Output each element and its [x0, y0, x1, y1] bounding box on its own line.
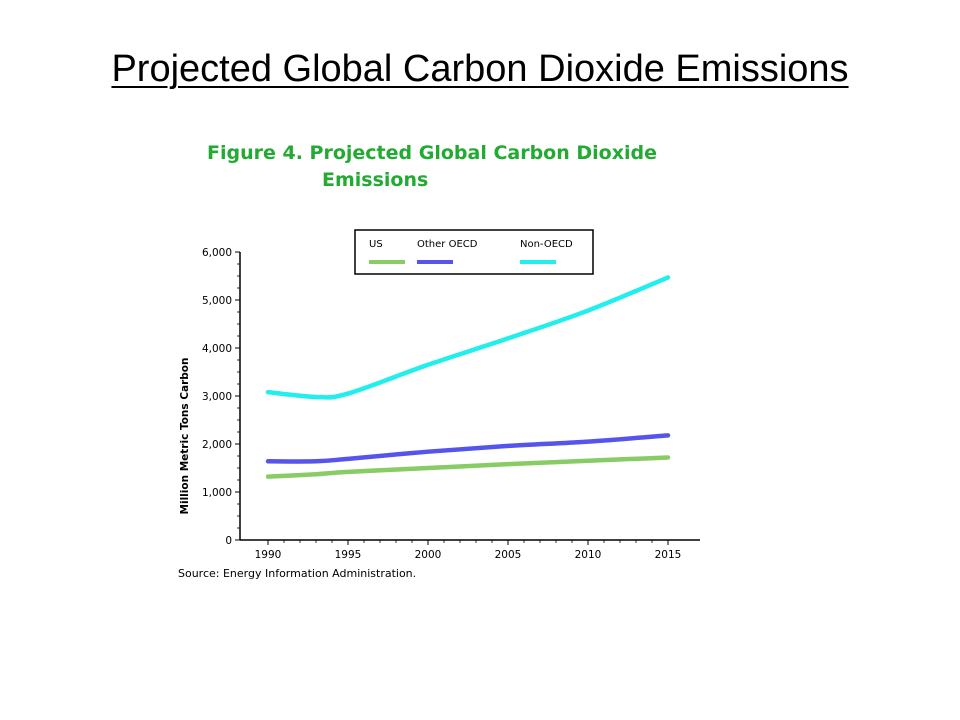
- y-tick-label: 6,000: [202, 247, 232, 259]
- y-tick-label: 3,000: [202, 391, 232, 403]
- series-line-other-oecd: [265, 433, 671, 464]
- y-tick-label: 5,000: [202, 295, 232, 307]
- x-tick-label: 1995: [335, 549, 362, 561]
- x-tick-label: 2010: [575, 549, 602, 561]
- series-line-non-oecd: [265, 275, 671, 400]
- legend-label: Non-OECD: [520, 239, 573, 250]
- legend-box: [354, 229, 594, 275]
- figure-title-line1: Figure 4. Projected Global Carbon Dioxid…: [207, 142, 657, 164]
- figure-title-line2: Emissions: [322, 169, 429, 191]
- y-tick-label: 1,000: [202, 487, 232, 499]
- line-chart: 0 1,000 2,000 3,000 4,000 5,000 6,000 1990 1995 2…: [179, 229, 700, 561]
- y-tick-label: 4,000: [202, 343, 232, 355]
- y-tick-label: 2,000: [202, 439, 232, 451]
- source-note: Source: Energy Information Administratio…: [178, 567, 417, 580]
- figure-title: Figure 4. Projected Global Carbon Dioxid…: [207, 140, 657, 194]
- legend-label: Other OECD: [417, 239, 478, 250]
- x-tick-label: 2005: [495, 549, 522, 561]
- series-line-us: [265, 455, 671, 479]
- slide-title: Projected Global Carbon Dioxide Emission…: [111, 48, 849, 90]
- x-tick-label: 1990: [255, 549, 282, 561]
- x-tick-label: 2000: [415, 549, 442, 561]
- y-axis-label: Million Metric Tons Carbon: [179, 358, 191, 515]
- legend-label: US: [369, 239, 383, 250]
- x-tick-label: 2015: [655, 549, 682, 561]
- y-tick-label: 0: [225, 535, 232, 547]
